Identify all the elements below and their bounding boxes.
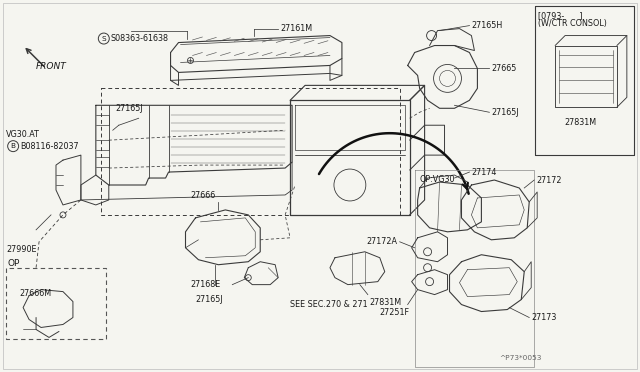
Text: S08363-61638: S08363-61638 bbox=[111, 34, 169, 43]
Text: 27831M: 27831M bbox=[564, 118, 596, 127]
Text: OP:VG30: OP:VG30 bbox=[420, 175, 455, 184]
Text: 27165H: 27165H bbox=[472, 21, 502, 30]
Text: 27666: 27666 bbox=[191, 191, 216, 200]
Text: 27165J: 27165J bbox=[492, 108, 519, 117]
Text: FRONT: FRONT bbox=[36, 62, 67, 71]
Text: ^P73*0053: ^P73*0053 bbox=[499, 355, 541, 361]
Text: 27251F: 27251F bbox=[380, 308, 410, 317]
Text: 27666M: 27666M bbox=[19, 289, 51, 298]
Text: B08116-82037: B08116-82037 bbox=[20, 142, 79, 151]
Text: 27165J: 27165J bbox=[116, 104, 143, 113]
Text: OP: OP bbox=[7, 259, 20, 268]
Text: 27168E: 27168E bbox=[190, 280, 220, 289]
Text: S: S bbox=[102, 36, 106, 42]
Text: (W/CTR CONSOL): (W/CTR CONSOL) bbox=[538, 19, 607, 28]
Text: B: B bbox=[11, 143, 15, 149]
Text: 27990E: 27990E bbox=[6, 245, 36, 254]
Text: 27665: 27665 bbox=[492, 64, 516, 73]
Text: 27173: 27173 bbox=[531, 313, 557, 322]
Text: 27161M: 27161M bbox=[280, 24, 312, 33]
Text: [0793-      ]: [0793- ] bbox=[538, 11, 582, 20]
Text: 27174: 27174 bbox=[472, 167, 497, 177]
Text: 27831M: 27831M bbox=[370, 298, 402, 307]
Text: 27172A: 27172A bbox=[367, 237, 397, 246]
Text: 27172: 27172 bbox=[536, 176, 562, 185]
Text: 27165J: 27165J bbox=[195, 295, 223, 304]
Text: SEE SEC.270 & 271: SEE SEC.270 & 271 bbox=[290, 299, 368, 309]
Text: VG30.AT: VG30.AT bbox=[6, 130, 40, 139]
